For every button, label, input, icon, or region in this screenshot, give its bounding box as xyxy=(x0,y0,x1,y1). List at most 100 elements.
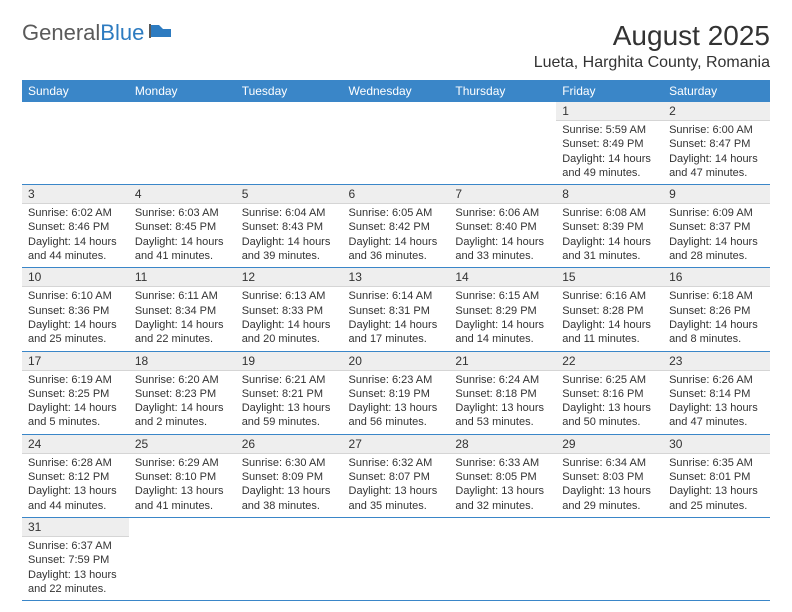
sunrise-text: Sunrise: 6:30 AM xyxy=(242,456,337,470)
daylight-text: Daylight: 14 hours and 39 minutes. xyxy=(242,235,337,264)
calendar-cell: 12Sunrise: 6:13 AMSunset: 8:33 PMDayligh… xyxy=(236,268,343,351)
calendar-cell xyxy=(663,517,770,600)
calendar-cell: 6Sunrise: 6:05 AMSunset: 8:42 PMDaylight… xyxy=(343,185,450,268)
daylight-text: Daylight: 13 hours and 22 minutes. xyxy=(28,568,123,597)
weekday-saturday: Saturday xyxy=(663,80,770,102)
day-data: Sunrise: 6:37 AMSunset: 7:59 PMDaylight:… xyxy=(22,537,129,600)
calendar-cell: 7Sunrise: 6:06 AMSunset: 8:40 PMDaylight… xyxy=(449,185,556,268)
sunset-text: Sunset: 8:42 PM xyxy=(349,220,444,234)
calendar-cell: 22Sunrise: 6:25 AMSunset: 8:16 PMDayligh… xyxy=(556,351,663,434)
sunset-text: Sunset: 8:14 PM xyxy=(669,387,764,401)
daylight-text: Daylight: 14 hours and 31 minutes. xyxy=(562,235,657,264)
sunrise-text: Sunrise: 6:04 AM xyxy=(242,206,337,220)
sunset-text: Sunset: 8:23 PM xyxy=(135,387,230,401)
daylight-text: Daylight: 13 hours and 56 minutes. xyxy=(349,401,444,430)
calendar-body: 1Sunrise: 5:59 AMSunset: 8:49 PMDaylight… xyxy=(22,102,770,601)
daylight-text: Daylight: 14 hours and 25 minutes. xyxy=(28,318,123,347)
sunset-text: Sunset: 8:34 PM xyxy=(135,304,230,318)
day-data: Sunrise: 6:24 AMSunset: 8:18 PMDaylight:… xyxy=(449,371,556,434)
calendar-cell xyxy=(236,517,343,600)
logo: GeneralBlue xyxy=(22,20,177,46)
day-number: 22 xyxy=(556,352,663,371)
calendar-cell: 4Sunrise: 6:03 AMSunset: 8:45 PMDaylight… xyxy=(129,185,236,268)
daylight-text: Daylight: 13 hours and 47 minutes. xyxy=(669,401,764,430)
calendar-cell: 28Sunrise: 6:33 AMSunset: 8:05 PMDayligh… xyxy=(449,434,556,517)
sunrise-text: Sunrise: 6:32 AM xyxy=(349,456,444,470)
sunset-text: Sunset: 8:25 PM xyxy=(28,387,123,401)
day-number: 19 xyxy=(236,352,343,371)
calendar-cell xyxy=(236,102,343,185)
sunrise-text: Sunrise: 6:37 AM xyxy=(28,539,123,553)
sunset-text: Sunset: 8:49 PM xyxy=(562,137,657,151)
day-number: 14 xyxy=(449,268,556,287)
sunrise-text: Sunrise: 6:16 AM xyxy=(562,289,657,303)
day-number: 9 xyxy=(663,185,770,204)
logo-text-general: General xyxy=(22,20,100,45)
calendar-cell: 21Sunrise: 6:24 AMSunset: 8:18 PMDayligh… xyxy=(449,351,556,434)
sunrise-text: Sunrise: 6:00 AM xyxy=(669,123,764,137)
day-data: Sunrise: 6:05 AMSunset: 8:42 PMDaylight:… xyxy=(343,204,450,267)
daylight-text: Daylight: 14 hours and 47 minutes. xyxy=(669,152,764,181)
calendar-cell xyxy=(343,102,450,185)
calendar-cell: 27Sunrise: 6:32 AMSunset: 8:07 PMDayligh… xyxy=(343,434,450,517)
day-number: 2 xyxy=(663,102,770,121)
day-number: 31 xyxy=(22,518,129,537)
day-number: 26 xyxy=(236,435,343,454)
day-data: Sunrise: 6:00 AMSunset: 8:47 PMDaylight:… xyxy=(663,121,770,184)
sunrise-text: Sunrise: 6:05 AM xyxy=(349,206,444,220)
calendar-cell xyxy=(22,102,129,185)
calendar-cell: 15Sunrise: 6:16 AMSunset: 8:28 PMDayligh… xyxy=(556,268,663,351)
daylight-text: Daylight: 13 hours and 25 minutes. xyxy=(669,484,764,513)
flag-icon xyxy=(149,22,177,45)
calendar-cell xyxy=(343,517,450,600)
sunset-text: Sunset: 8:37 PM xyxy=(669,220,764,234)
day-number: 25 xyxy=(129,435,236,454)
sunrise-text: Sunrise: 6:13 AM xyxy=(242,289,337,303)
calendar-cell: 20Sunrise: 6:23 AMSunset: 8:19 PMDayligh… xyxy=(343,351,450,434)
sunrise-text: Sunrise: 6:29 AM xyxy=(135,456,230,470)
weekday-tuesday: Tuesday xyxy=(236,80,343,102)
day-number: 7 xyxy=(449,185,556,204)
calendar-week-row: 31Sunrise: 6:37 AMSunset: 7:59 PMDayligh… xyxy=(22,517,770,600)
day-data: Sunrise: 6:18 AMSunset: 8:26 PMDaylight:… xyxy=(663,287,770,350)
daylight-text: Daylight: 14 hours and 49 minutes. xyxy=(562,152,657,181)
weekday-thursday: Thursday xyxy=(449,80,556,102)
sunset-text: Sunset: 8:47 PM xyxy=(669,137,764,151)
sunset-text: Sunset: 8:12 PM xyxy=(28,470,123,484)
calendar-cell xyxy=(129,517,236,600)
daylight-text: Daylight: 14 hours and 28 minutes. xyxy=(669,235,764,264)
day-number: 5 xyxy=(236,185,343,204)
calendar-week-row: 24Sunrise: 6:28 AMSunset: 8:12 PMDayligh… xyxy=(22,434,770,517)
day-data: Sunrise: 6:06 AMSunset: 8:40 PMDaylight:… xyxy=(449,204,556,267)
day-data: Sunrise: 6:30 AMSunset: 8:09 PMDaylight:… xyxy=(236,454,343,517)
page-title: August 2025 xyxy=(534,20,770,52)
sunset-text: Sunset: 8:39 PM xyxy=(562,220,657,234)
calendar-cell: 31Sunrise: 6:37 AMSunset: 7:59 PMDayligh… xyxy=(22,517,129,600)
day-number: 27 xyxy=(343,435,450,454)
day-data: Sunrise: 6:08 AMSunset: 8:39 PMDaylight:… xyxy=(556,204,663,267)
sunset-text: Sunset: 8:40 PM xyxy=(455,220,550,234)
daylight-text: Daylight: 14 hours and 44 minutes. xyxy=(28,235,123,264)
day-number: 17 xyxy=(22,352,129,371)
sunrise-text: Sunrise: 6:03 AM xyxy=(135,206,230,220)
daylight-text: Daylight: 14 hours and 5 minutes. xyxy=(28,401,123,430)
calendar-cell: 29Sunrise: 6:34 AMSunset: 8:03 PMDayligh… xyxy=(556,434,663,517)
daylight-text: Daylight: 14 hours and 22 minutes. xyxy=(135,318,230,347)
day-number: 20 xyxy=(343,352,450,371)
sunset-text: Sunset: 8:33 PM xyxy=(242,304,337,318)
day-number: 11 xyxy=(129,268,236,287)
calendar-cell: 18Sunrise: 6:20 AMSunset: 8:23 PMDayligh… xyxy=(129,351,236,434)
sunset-text: Sunset: 8:45 PM xyxy=(135,220,230,234)
sunrise-text: Sunrise: 6:09 AM xyxy=(669,206,764,220)
sunrise-text: Sunrise: 6:34 AM xyxy=(562,456,657,470)
daylight-text: Daylight: 14 hours and 33 minutes. xyxy=(455,235,550,264)
sunrise-text: Sunrise: 6:24 AM xyxy=(455,373,550,387)
day-number: 6 xyxy=(343,185,450,204)
calendar-cell: 23Sunrise: 6:26 AMSunset: 8:14 PMDayligh… xyxy=(663,351,770,434)
day-data: Sunrise: 6:33 AMSunset: 8:05 PMDaylight:… xyxy=(449,454,556,517)
day-data: Sunrise: 6:28 AMSunset: 8:12 PMDaylight:… xyxy=(22,454,129,517)
sunset-text: Sunset: 8:01 PM xyxy=(669,470,764,484)
calendar-week-row: 1Sunrise: 5:59 AMSunset: 8:49 PMDaylight… xyxy=(22,102,770,185)
day-data: Sunrise: 6:13 AMSunset: 8:33 PMDaylight:… xyxy=(236,287,343,350)
day-data: Sunrise: 6:26 AMSunset: 8:14 PMDaylight:… xyxy=(663,371,770,434)
